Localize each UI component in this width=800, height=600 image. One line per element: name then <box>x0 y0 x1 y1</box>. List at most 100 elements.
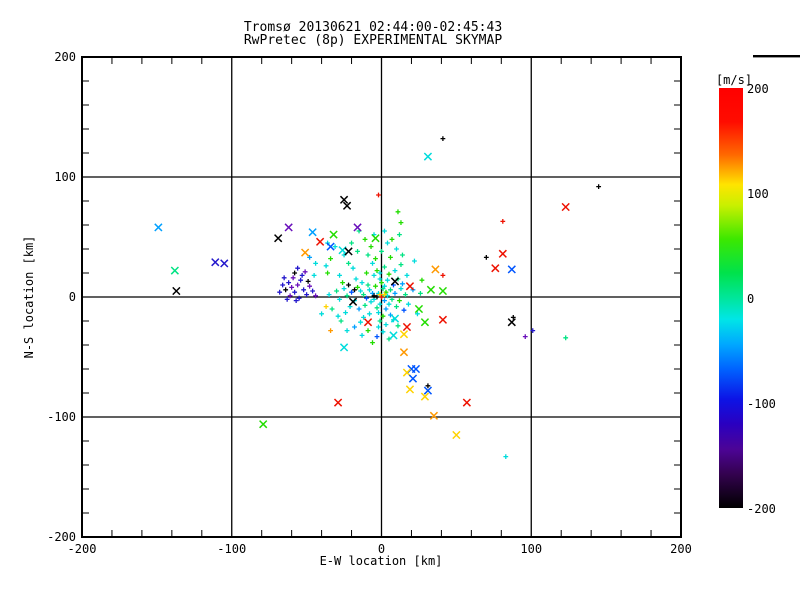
data-point-plus <box>370 340 375 345</box>
data-point-plus <box>503 454 509 459</box>
colorbar-tick-label: 100 <box>747 187 769 201</box>
data-point-plus <box>374 268 380 273</box>
data-point-x <box>308 228 317 237</box>
data-point-plus <box>352 287 357 293</box>
colorbar-tick-labels: 200 100 0 -100 -200 <box>747 82 776 516</box>
data-point-x <box>170 266 179 275</box>
data-point-plus <box>392 268 398 273</box>
data-point-plus <box>368 244 374 249</box>
data-point-plus <box>329 306 335 312</box>
data-point-plus <box>290 275 296 281</box>
data-point-plus <box>359 333 365 338</box>
data-point-plus <box>379 249 384 254</box>
data-point-plus <box>325 270 330 276</box>
x-tick-labels: -200 -100 0 100 200 <box>68 542 692 556</box>
data-point-x <box>429 411 439 420</box>
data-point-x <box>154 223 163 232</box>
data-point-plus <box>335 313 341 319</box>
data-point-x <box>411 364 421 374</box>
data-point-x <box>438 286 448 296</box>
data-point-x <box>452 430 461 440</box>
data-point-plus <box>367 311 372 317</box>
data-point-plus <box>382 292 387 297</box>
data-point-plus <box>305 279 311 284</box>
data-point-plus <box>365 282 371 288</box>
data-point-plus <box>337 273 342 278</box>
data-point-plus <box>328 256 333 261</box>
y-axis-title: N-S location [km] <box>22 236 36 359</box>
data-point-x <box>353 223 362 232</box>
data-point-plus <box>374 294 380 300</box>
data-point-plus <box>358 319 363 325</box>
data-point-plus <box>284 297 290 302</box>
data-point-plus <box>296 295 302 301</box>
data-point-plus <box>418 291 423 296</box>
data-point-plus <box>371 293 377 299</box>
data-point-plus <box>370 261 375 266</box>
data-point-plus <box>386 301 392 307</box>
y-tick-label: 200 <box>54 50 76 64</box>
data-point-plus <box>380 313 386 319</box>
data-point-x <box>342 201 352 210</box>
data-points-layer <box>154 136 602 459</box>
data-point-x <box>220 259 229 268</box>
data-point-plus <box>389 297 395 302</box>
data-point-plus <box>596 184 602 189</box>
data-point-x <box>423 152 433 161</box>
data-point-plus <box>319 311 324 317</box>
chart-title: Tromsø 20130621 02:44:00-02:45:43 <box>244 20 502 35</box>
data-point-plus <box>337 297 342 302</box>
x-tick-label: -100 <box>217 542 246 556</box>
colorbar-tick-label: 0 <box>747 292 754 306</box>
data-point-plus <box>379 280 384 285</box>
x-tick-label: 0 <box>378 542 385 556</box>
x-tick-label: 200 <box>670 542 692 556</box>
data-point-plus <box>281 275 287 281</box>
data-point-plus <box>510 315 516 320</box>
data-point-plus <box>563 335 569 341</box>
data-point-plus <box>403 292 408 297</box>
x-tick-label: -200 <box>68 542 97 556</box>
data-point-plus <box>356 306 362 312</box>
y-tick-labels: -200 -100 0 100 200 <box>47 50 76 544</box>
data-point-x <box>561 202 570 212</box>
data-point-plus <box>334 288 339 294</box>
data-point-x <box>344 247 353 256</box>
data-point-plus <box>392 291 398 296</box>
colorbar <box>719 88 743 508</box>
data-point-plus <box>359 280 365 285</box>
y-tick-label: 0 <box>69 290 76 304</box>
data-point-plus <box>376 310 381 315</box>
data-point-plus <box>328 328 333 333</box>
data-point-plus <box>404 273 410 278</box>
colorbar-unit-label: [m/s] <box>716 73 752 87</box>
data-point-plus <box>440 273 446 278</box>
data-point-x <box>498 249 507 258</box>
data-point-plus <box>361 292 366 297</box>
data-point-x <box>300 248 310 257</box>
data-point-x <box>420 392 430 401</box>
data-point-plus <box>286 280 292 285</box>
data-point-x <box>405 385 415 394</box>
data-point-plus <box>400 252 405 258</box>
data-point-plus <box>382 264 387 270</box>
data-point-plus <box>374 334 380 339</box>
data-point-x <box>371 234 380 243</box>
data-point-x <box>339 343 349 352</box>
data-point-x <box>402 322 412 332</box>
data-point-x <box>408 374 418 383</box>
data-point-plus <box>419 277 425 283</box>
data-point-plus <box>295 265 301 271</box>
data-point-plus <box>377 276 383 282</box>
data-point-plus <box>364 295 369 301</box>
data-point-plus <box>310 288 316 294</box>
data-point-plus <box>398 220 404 225</box>
data-point-plus <box>361 315 366 320</box>
data-point-plus <box>386 271 392 277</box>
data-point-x <box>315 237 325 246</box>
data-point-plus <box>397 298 402 303</box>
data-point-plus <box>283 287 289 293</box>
data-point-plus <box>340 280 345 285</box>
